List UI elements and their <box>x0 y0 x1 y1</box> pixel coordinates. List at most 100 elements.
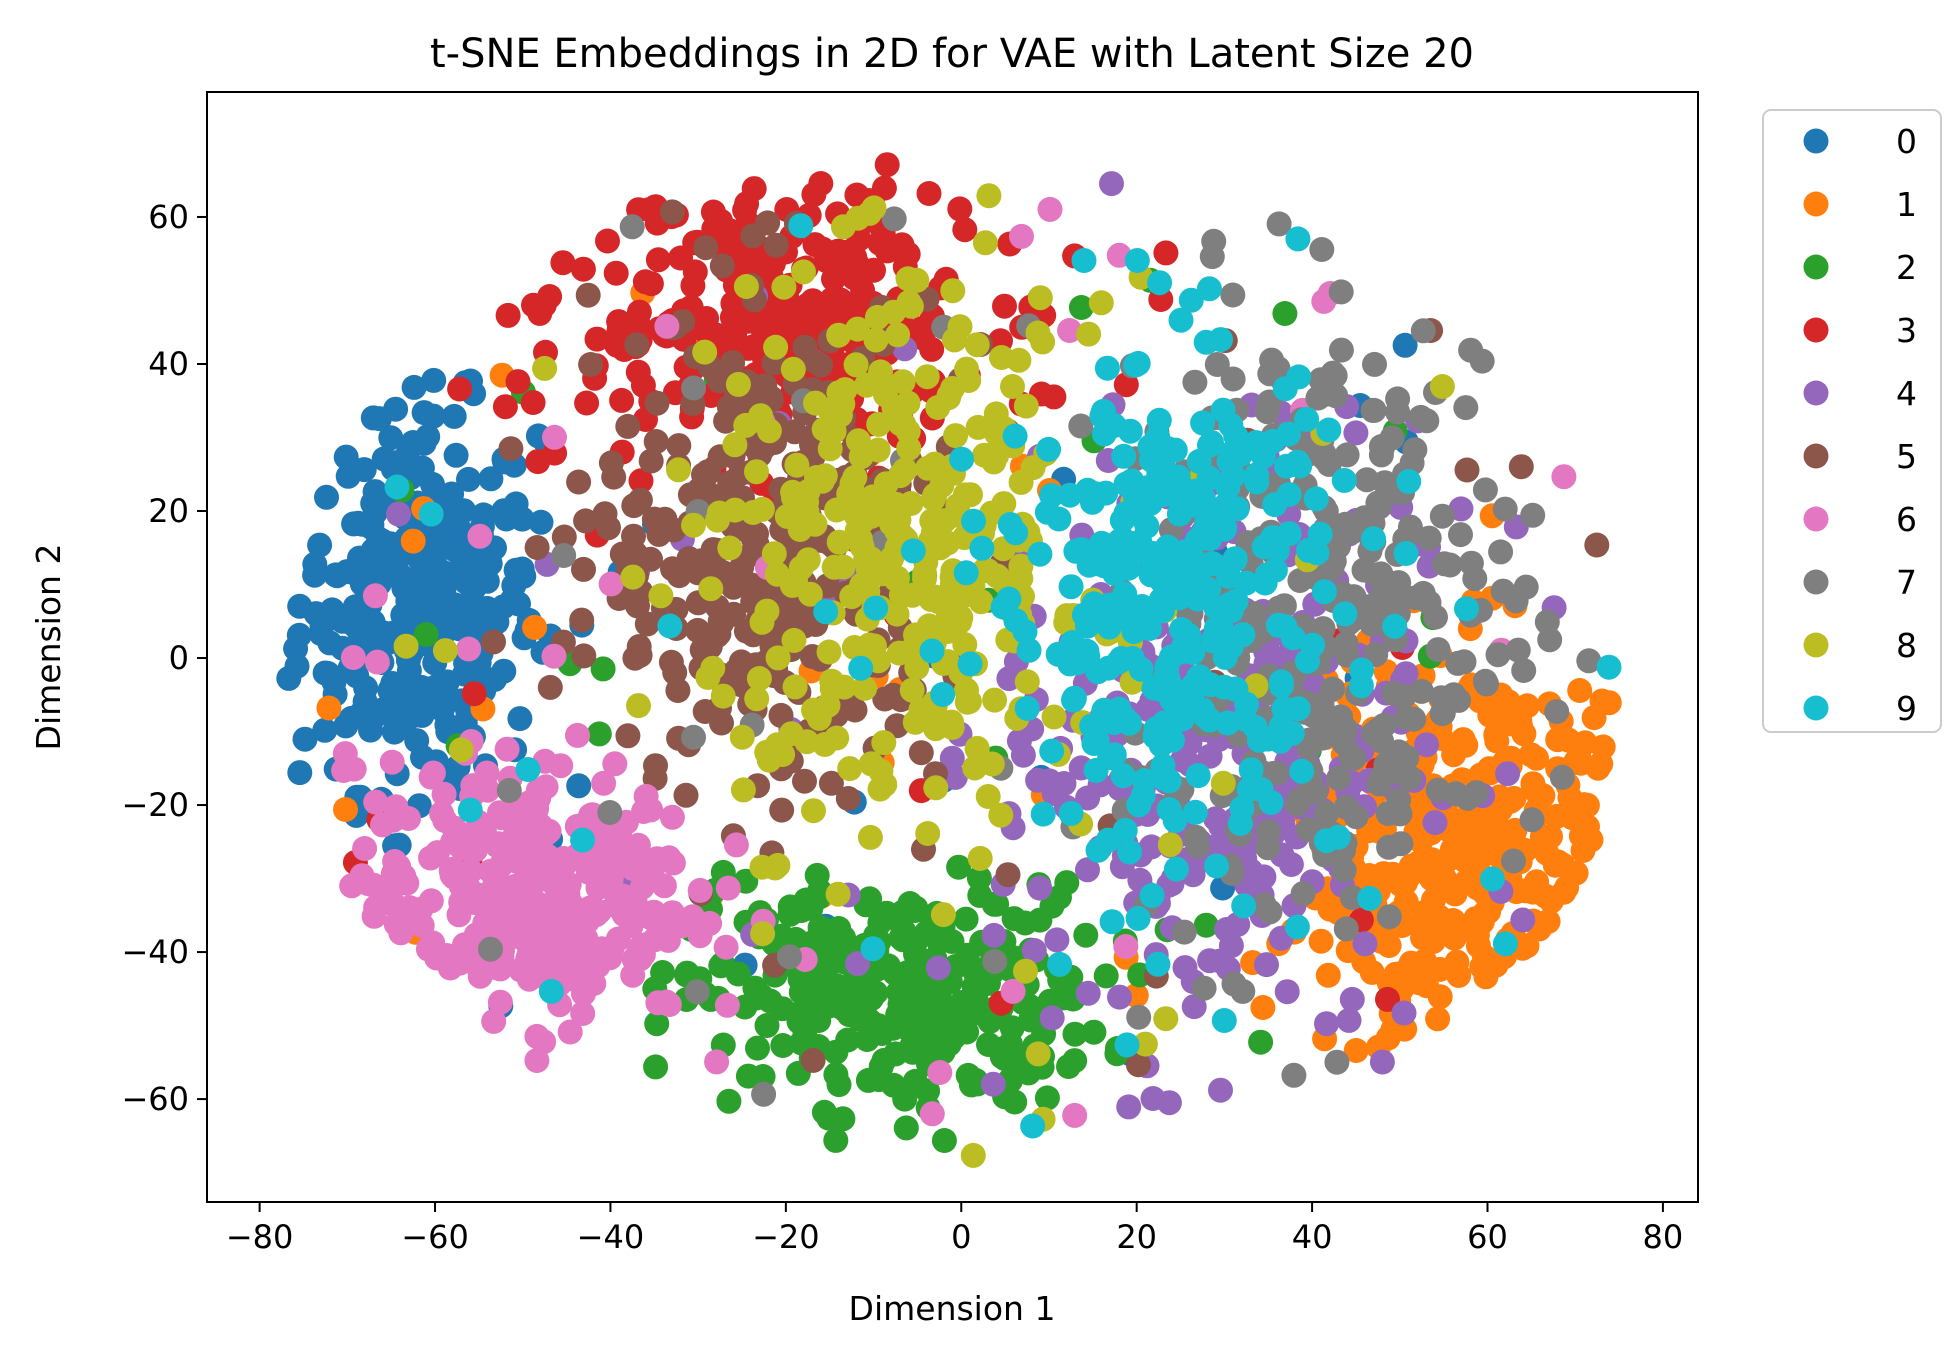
data-point <box>666 457 691 483</box>
data-point <box>363 789 389 815</box>
data-point <box>657 613 683 639</box>
data-point <box>705 507 730 533</box>
data-point <box>1062 1048 1088 1074</box>
data-point <box>960 1142 986 1168</box>
data-point <box>768 702 794 728</box>
data-point <box>1414 732 1440 758</box>
data-point <box>1477 953 1503 979</box>
data-point <box>1162 562 1188 588</box>
data-point <box>1190 521 1216 547</box>
y-tick-label: −40 <box>121 933 189 971</box>
data-point <box>400 528 426 554</box>
chart-title: t-SNE Embeddings in 2D for VAE with Late… <box>430 31 1474 77</box>
data-point <box>1480 866 1505 892</box>
data-point <box>1154 435 1180 461</box>
data-point <box>1047 951 1073 977</box>
data-point <box>377 678 403 703</box>
data-point <box>1309 237 1335 262</box>
data-point <box>1472 668 1498 694</box>
data-point <box>506 844 532 870</box>
data-point <box>812 732 838 757</box>
data-point <box>474 760 500 786</box>
data-point <box>447 950 473 976</box>
data-point <box>1125 502 1151 528</box>
data-point <box>1375 1025 1401 1051</box>
data-point <box>943 423 969 449</box>
data-point <box>478 886 504 911</box>
x-tick-label: 40 <box>1292 1218 1333 1256</box>
data-point <box>837 756 863 782</box>
data-point <box>1410 318 1436 344</box>
data-point <box>420 471 445 497</box>
data-point <box>481 629 506 655</box>
data-point <box>966 865 992 891</box>
data-point <box>1001 906 1027 932</box>
data-point <box>890 927 916 953</box>
data-point <box>1505 637 1531 663</box>
data-point <box>353 675 379 701</box>
data-point <box>525 778 551 804</box>
data-point <box>1429 503 1455 529</box>
data-point <box>1085 837 1111 863</box>
data-point <box>478 466 504 492</box>
data-point <box>621 493 647 519</box>
data-point <box>511 563 537 589</box>
data-point <box>1343 420 1369 446</box>
data-point <box>1168 307 1194 333</box>
data-point <box>1281 1062 1307 1088</box>
data-point <box>792 315 818 341</box>
data-point <box>1227 811 1253 836</box>
x-axis-title: Dimension 1 <box>849 1289 1056 1328</box>
data-point <box>697 910 723 936</box>
data-point <box>431 781 457 807</box>
data-point <box>1117 418 1143 444</box>
data-point <box>1176 623 1202 649</box>
legend-label: 4 <box>1896 374 1917 413</box>
data-point <box>1501 848 1526 874</box>
data-point <box>818 770 844 796</box>
data-point <box>1153 1006 1179 1032</box>
data-point <box>1223 676 1249 702</box>
data-point <box>720 350 746 376</box>
data-point <box>1268 669 1294 695</box>
data-point <box>1156 768 1182 794</box>
data-point <box>1385 386 1411 412</box>
data-point <box>921 519 946 545</box>
data-point <box>1272 301 1298 326</box>
data-point <box>843 352 869 378</box>
data-point <box>1076 321 1102 347</box>
data-point <box>434 712 460 738</box>
data-point <box>1391 684 1417 710</box>
data-point <box>811 1099 837 1125</box>
data-point <box>858 546 883 571</box>
legend-item: 9 <box>1803 689 1917 728</box>
data-point <box>1274 453 1299 479</box>
data-point <box>823 1127 849 1153</box>
data-point <box>536 818 562 844</box>
data-point <box>1089 403 1115 429</box>
data-point <box>915 821 941 846</box>
data-point <box>684 979 710 1005</box>
data-point <box>764 732 790 758</box>
data-point <box>673 782 699 808</box>
data-point <box>844 983 870 1009</box>
data-point <box>964 735 990 761</box>
data-point <box>643 1054 669 1080</box>
data-point <box>1303 486 1329 512</box>
data-point <box>578 803 603 829</box>
legend-item: 2 <box>1803 248 1917 287</box>
data-point <box>1116 1094 1142 1120</box>
data-point <box>715 875 741 901</box>
legend-label: 2 <box>1896 248 1917 287</box>
data-point <box>630 372 656 398</box>
data-point <box>1128 656 1154 682</box>
data-point <box>1036 436 1062 462</box>
data-point <box>740 500 766 525</box>
data-point <box>947 196 973 222</box>
data-point <box>847 526 873 552</box>
data-point <box>1030 801 1056 827</box>
legend-item: 4 <box>1803 374 1917 413</box>
data-point <box>885 322 911 348</box>
data-point <box>360 609 386 635</box>
data-point <box>537 674 563 700</box>
